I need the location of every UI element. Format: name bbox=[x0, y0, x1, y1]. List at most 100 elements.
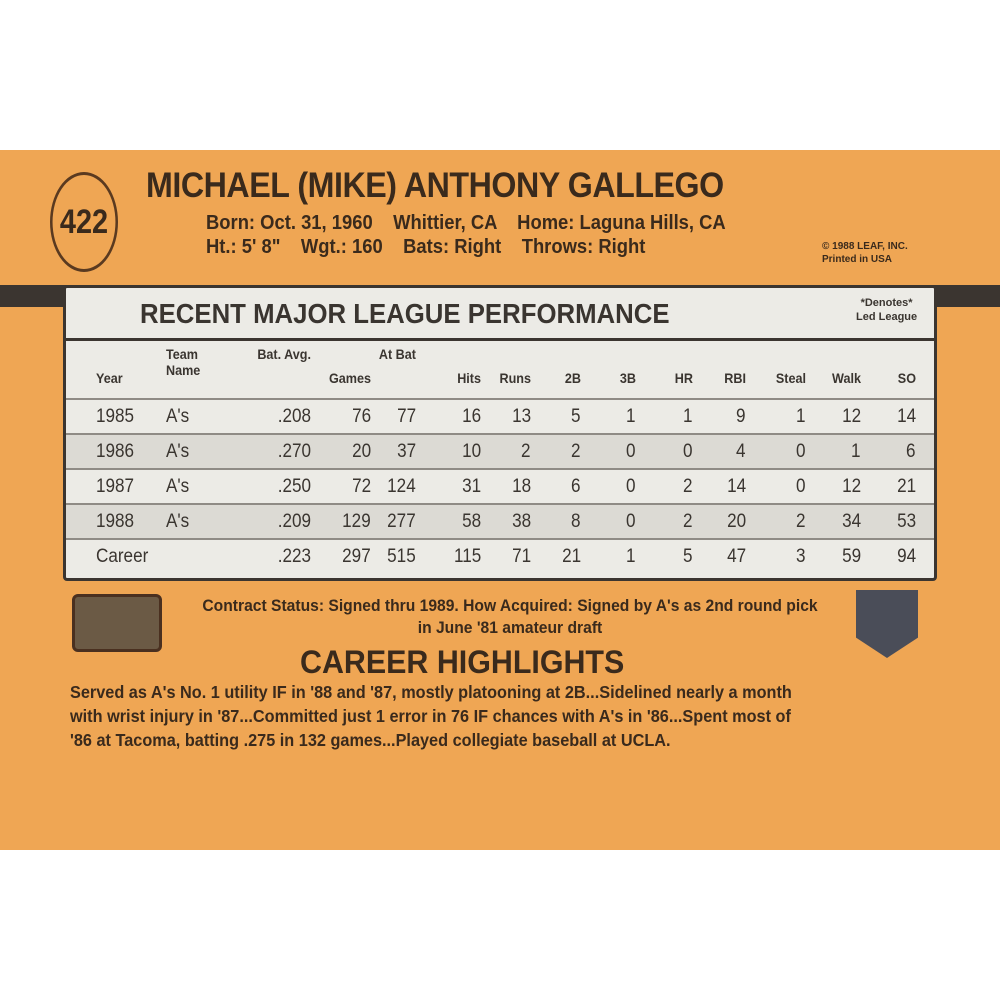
table-cell: .250 bbox=[277, 476, 311, 497]
column-header: 2B bbox=[564, 370, 581, 386]
table-cell: 12 bbox=[841, 476, 861, 497]
column-header: At Bat bbox=[378, 346, 416, 362]
column-header: SO bbox=[897, 370, 916, 386]
table-cell: 6 bbox=[571, 476, 581, 497]
table-cell: 20 bbox=[351, 441, 371, 462]
copyright: © 1988 LEAF, INC. Printed in USA bbox=[822, 240, 908, 266]
table-cell: .208 bbox=[277, 406, 311, 427]
table-cell: 37 bbox=[396, 441, 416, 462]
table-cell: 38 bbox=[511, 511, 531, 532]
note-line: Led League bbox=[856, 311, 918, 323]
note-line: *Denotes* bbox=[860, 297, 913, 309]
table-cell: 0 bbox=[796, 476, 806, 497]
table-cell: 47 bbox=[726, 546, 746, 567]
table-cell: 5 bbox=[683, 546, 693, 567]
stats-table: RECENT MAJOR LEAGUE PERFORMANCE *Denotes… bbox=[63, 285, 937, 581]
table-cell: 13 bbox=[511, 406, 531, 427]
column-header: Steal bbox=[775, 370, 806, 386]
bio-line-1: Born: Oct. 31, 1960 Whittier, CA Home: L… bbox=[206, 212, 726, 234]
table-cell: 77 bbox=[396, 406, 416, 427]
table-cell: 14 bbox=[896, 406, 916, 427]
table-cell: 515 bbox=[387, 546, 416, 567]
table-cell: 1 bbox=[851, 441, 861, 462]
table-cell: 10 bbox=[461, 441, 481, 462]
table-cell: 2 bbox=[571, 441, 581, 462]
mlb-logo bbox=[72, 594, 162, 652]
table-cell: 2 bbox=[796, 511, 806, 532]
table-row: 1987 A's .250 72 124 31 18 6 0 2 14 0 12 21 bbox=[66, 468, 934, 503]
table-cell: 277 bbox=[387, 511, 416, 532]
table-cell: 1 bbox=[796, 406, 806, 427]
led-league-note: *Denotes* Led League bbox=[856, 296, 917, 324]
table-cell: 12 bbox=[841, 406, 861, 427]
table-cell: 16 bbox=[461, 406, 481, 427]
column-header: Team Name bbox=[166, 346, 201, 378]
printed-line: Printed in USA bbox=[822, 254, 893, 265]
table-cell: 297 bbox=[342, 546, 371, 567]
table-cell: 53 bbox=[896, 511, 916, 532]
table-cell: 1986 bbox=[96, 441, 135, 462]
table-cell: 2 bbox=[521, 441, 531, 462]
divider bbox=[66, 338, 934, 341]
table-cell: 0 bbox=[683, 441, 693, 462]
column-header: Walk bbox=[832, 370, 861, 386]
table-cell: 1988 bbox=[96, 511, 135, 532]
table-cell: 0 bbox=[626, 476, 636, 497]
table-cell: A's bbox=[166, 511, 190, 532]
table-row: 1986 A's .270 20 37 10 2 2 0 0 4 0 1 6 bbox=[66, 433, 934, 468]
table-cell: 94 bbox=[896, 546, 916, 567]
players-association-logo bbox=[856, 590, 918, 658]
table-cell: 0 bbox=[796, 441, 806, 462]
table-cell: 34 bbox=[841, 511, 861, 532]
table-cell: 3 bbox=[796, 546, 806, 567]
column-header: HR bbox=[674, 370, 693, 386]
column-header: Runs bbox=[499, 370, 532, 386]
table-cell: 2 bbox=[683, 511, 693, 532]
table-cell: 129 bbox=[342, 511, 371, 532]
table-cell: 1 bbox=[626, 406, 636, 427]
table-cell: Career bbox=[96, 546, 149, 567]
stats-title: RECENT MAJOR LEAGUE PERFORMANCE bbox=[140, 298, 670, 329]
table-cell: A's bbox=[166, 476, 190, 497]
table-cell: .223 bbox=[277, 546, 311, 567]
table-cell: 0 bbox=[626, 511, 636, 532]
table-cell: 115 bbox=[453, 546, 481, 567]
column-header: Bat. Avg. bbox=[257, 346, 311, 362]
table-row: 1988 A's .209 129 277 58 38 8 0 2 20 2 34 53 bbox=[66, 503, 934, 538]
table-cell: 1 bbox=[626, 546, 636, 567]
table-cell: 14 bbox=[726, 476, 746, 497]
table-cell: 58 bbox=[461, 511, 481, 532]
table-cell: 1987 bbox=[96, 476, 135, 497]
table-cell: 21 bbox=[561, 546, 581, 567]
table-cell: 72 bbox=[351, 476, 371, 497]
table-cell: 6 bbox=[906, 441, 916, 462]
table-cell: 59 bbox=[841, 546, 861, 567]
table-cell: 1985 bbox=[96, 406, 135, 427]
table-cell: 31 bbox=[461, 476, 481, 497]
table-cell: A's bbox=[166, 406, 190, 427]
column-header: 3B bbox=[619, 370, 636, 386]
table-cell: 1 bbox=[683, 406, 693, 427]
copyright-line: © 1988 LEAF, INC. bbox=[822, 241, 908, 252]
column-header: Games bbox=[328, 370, 371, 386]
contract-status: Contract Status: Signed thru 1989. How A… bbox=[202, 596, 818, 637]
table-cell: 4 bbox=[736, 441, 746, 462]
column-header: RBI bbox=[724, 370, 746, 386]
table-cell: 8 bbox=[571, 511, 581, 532]
table-cell: 9 bbox=[736, 406, 746, 427]
baseball-card-back: 422 MICHAEL (MIKE) ANTHONY GALLEGO Born:… bbox=[0, 150, 1000, 850]
table-cell: 76 bbox=[351, 406, 371, 427]
career-highlights-text: Served as A's No. 1 utility IF in '88 an… bbox=[70, 682, 792, 750]
career-highlights-title: CAREER HIGHLIGHTS bbox=[300, 644, 625, 680]
card-number-badge: 422 bbox=[50, 172, 118, 272]
table-cell: 2 bbox=[683, 476, 693, 497]
column-header: Year bbox=[96, 370, 123, 386]
table-cell: .209 bbox=[277, 511, 311, 532]
bio-line-2: Ht.: 5' 8" Wgt.: 160 Bats: Right Throws:… bbox=[206, 236, 646, 258]
table-cell: 5 bbox=[571, 406, 581, 427]
table-cell: 20 bbox=[726, 511, 746, 532]
table-row: 1985 A's .208 76 77 16 13 5 1 1 9 1 12 14 bbox=[66, 398, 934, 433]
table-cell: 71 bbox=[511, 546, 531, 567]
player-name: MICHAEL (MIKE) ANTHONY GALLEGO bbox=[146, 166, 724, 205]
table-cell: A's bbox=[166, 441, 190, 462]
